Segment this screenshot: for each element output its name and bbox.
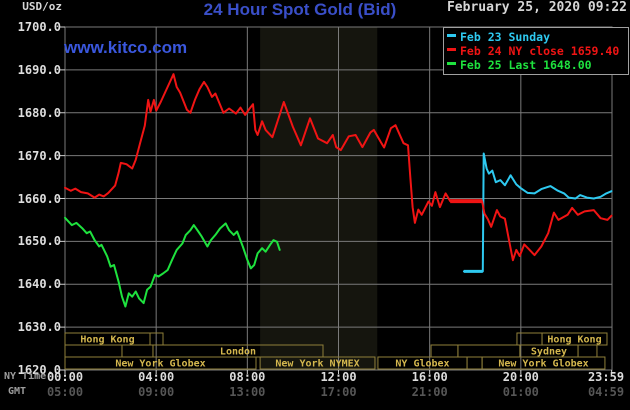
session-label: New York Globex [115, 359, 205, 370]
y-axis-label: 1640.0 [17, 277, 61, 292]
y-axis-label: 1620.0 [17, 363, 61, 377]
x-axis-label-ny: 20:00 [502, 370, 539, 384]
session-box [457, 344, 521, 358]
session-label: New York NYMEX [275, 359, 359, 370]
series-line-2 [64, 216, 281, 308]
session-box [577, 344, 598, 358]
series-line-1 [64, 73, 613, 262]
x-axis-label-gmt: 04:59 [587, 385, 625, 399]
session-box [64, 356, 257, 370]
legend-label: Feb 23 Sunday [460, 30, 551, 44]
legend-item: Feb 23 Sunday [444, 29, 628, 44]
session-label: NY Globex [395, 359, 449, 370]
kitco-watermark-link[interactable]: www.kitco.com [64, 38, 188, 57]
x-axis-label-gmt: 09:00 [138, 385, 175, 399]
legend: Feb 23 Sunday Feb 24 NY close 1659.40 Feb … [443, 27, 629, 75]
session-box [466, 356, 483, 370]
x-axis-label-gmt: 13:00 [229, 385, 266, 399]
legend-label: Feb 25 Last 1648.00 [460, 58, 592, 72]
y-axis-label: 1680.0 [17, 105, 61, 120]
session-label: Hong Kong [80, 335, 134, 346]
unit-label: USD/oz [22, 0, 62, 13]
x-axis-label-ny: 00:00 [46, 370, 84, 384]
session-label: Sydney [531, 347, 567, 358]
ny-time-caption: NY Time [4, 371, 47, 382]
x-axis-label-gmt: 05:00 [46, 385, 84, 399]
x-axis-label-ny: 04:00 [138, 370, 175, 384]
legend-item: Feb 25 Last 1648.00 [444, 57, 628, 72]
chart-title: 24 Hour Spot Gold (Bid) [203, 0, 397, 19]
x-axis-label-gmt: 01:00 [502, 385, 539, 399]
session-label: New York Globex [498, 359, 588, 370]
x-axis-label-ny: 23:59 [587, 370, 625, 384]
datetime-label: February 25, 2020 09:22 [446, 0, 627, 15]
x-axis-label-ny: 16:00 [411, 370, 448, 384]
session-box [121, 344, 154, 358]
legend-swatch [447, 47, 456, 51]
x-axis-label-ny: 08:00 [229, 370, 266, 384]
session-box [430, 344, 459, 358]
y-axis-label: 1700.0 [17, 20, 61, 34]
series-line-0 [462, 152, 613, 273]
session-label: Hong Kong [547, 335, 601, 346]
y-axis-label: 1690.0 [17, 62, 61, 77]
y-axis-label: 1670.0 [17, 148, 61, 163]
y-axis-label: 1630.0 [17, 320, 61, 335]
legend-swatch [447, 33, 456, 37]
x-axis-label-gmt: 21:00 [411, 385, 448, 399]
x-axis-label-gmt: 17:00 [320, 385, 357, 399]
session-box [481, 356, 606, 370]
x-axis-label-ny: 12:00 [320, 370, 357, 384]
session-box [64, 344, 123, 358]
y-axis-label: 1660.0 [17, 191, 61, 206]
legend-swatch [447, 61, 456, 65]
y-axis-label: 1650.0 [17, 234, 61, 249]
legend-label: Feb 24 NY close 1659.40 [460, 44, 620, 58]
session-box [259, 356, 376, 370]
session-label: London [220, 347, 256, 358]
gmt-caption: GMT [8, 386, 27, 397]
legend-item: Feb 24 NY close 1659.40 [444, 43, 628, 58]
